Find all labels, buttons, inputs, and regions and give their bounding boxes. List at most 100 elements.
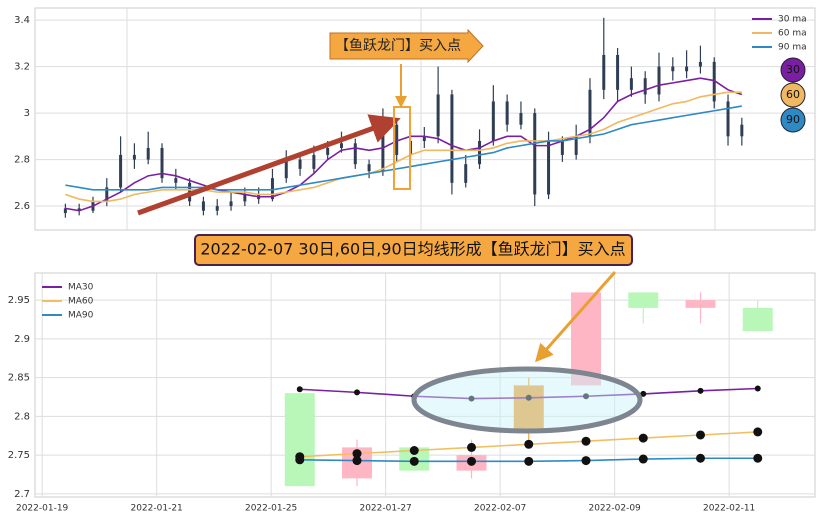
candle-body	[628, 292, 659, 308]
pointer	[535, 271, 617, 363]
plot-frame	[34, 272, 816, 498]
candle-body	[105, 187, 109, 202]
ma-point	[697, 387, 704, 394]
candle-body	[270, 178, 274, 200]
y-tick-label: 2.85	[8, 373, 30, 384]
legend-label: 90 ma	[778, 43, 807, 53]
annotation: 【鱼跃龙门】买入点	[335, 37, 461, 54]
candle-body	[464, 164, 468, 183]
candle-body	[63, 208, 67, 214]
y-tick-label: 3.2	[14, 62, 30, 73]
ma-point	[354, 389, 361, 396]
candle-body	[533, 113, 537, 195]
ma-point	[524, 456, 534, 466]
candle-body	[367, 164, 371, 172]
candle-body	[146, 147, 150, 160]
ma-point	[409, 456, 419, 466]
y-tick-label: 2.9	[14, 334, 30, 345]
candle-body	[560, 140, 564, 155]
ma-point	[295, 455, 305, 465]
plot-frame	[34, 7, 816, 231]
candle-body	[740, 124, 744, 137]
x-tick-label: 2022-02-07	[474, 504, 526, 514]
ma-point	[468, 395, 475, 402]
ma-point	[581, 436, 591, 446]
candle-body	[339, 143, 343, 148]
legend-label: 60 ma	[778, 29, 807, 39]
candle-body	[491, 101, 495, 141]
candle-body	[450, 94, 454, 183]
candle-body	[643, 78, 647, 95]
candle-body	[422, 136, 426, 141]
ma-point	[296, 386, 303, 393]
x-tick-label: 2022-01-21	[130, 504, 182, 514]
ma-point	[638, 433, 648, 443]
candle-body	[698, 61, 702, 67]
badge-label: 30	[786, 63, 800, 76]
ma-point	[638, 454, 648, 464]
candle-body	[726, 101, 730, 137]
candle-body	[174, 178, 178, 183]
candle-body	[671, 66, 675, 72]
badge	[780, 107, 806, 133]
candle-body	[657, 66, 661, 95]
x-tick-label: 2022-02-09	[588, 504, 641, 514]
candle-body	[353, 143, 357, 165]
y-tick-label: 2.95	[8, 295, 30, 306]
candle-body	[547, 140, 551, 195]
x-tick-label: 2022-02-11	[703, 504, 755, 514]
candle-body	[132, 154, 136, 160]
badge-label: 90	[786, 113, 800, 126]
x-tick-label: 2022-01-19	[16, 504, 69, 514]
candle-body	[616, 54, 620, 90]
candle-body	[298, 159, 302, 169]
candle-body	[505, 101, 509, 125]
candle-body	[326, 147, 330, 155]
ma-point	[467, 456, 477, 466]
legend-label: 30 ma	[778, 15, 807, 25]
ma-point	[640, 390, 647, 397]
ma-point	[409, 445, 419, 455]
annotation-box	[329, 28, 484, 64]
candle-body	[574, 136, 578, 155]
candle-body	[513, 385, 544, 432]
candle-body	[160, 147, 164, 179]
candle-body	[478, 140, 482, 165]
ma-point	[696, 453, 706, 463]
ma-point	[583, 393, 590, 400]
ma-point	[753, 427, 763, 437]
y-tick-label: 2.75	[8, 450, 30, 461]
badge	[780, 57, 806, 83]
legend-label: MA30	[68, 283, 94, 293]
y-tick-label: 3	[24, 108, 30, 119]
candle-body	[229, 201, 233, 207]
legend-label: MA60	[68, 297, 94, 307]
candle-body	[77, 208, 81, 211]
ma-point	[696, 430, 706, 440]
x-tick-label: 2022-01-25	[245, 504, 297, 514]
ma-line	[65, 91, 742, 203]
ma-point	[754, 385, 761, 392]
ma-point	[467, 442, 477, 452]
candle-body	[685, 300, 716, 308]
badge-label: 60	[786, 88, 800, 101]
candle-body	[284, 393, 315, 487]
candle-body	[243, 194, 247, 202]
candle-body	[312, 154, 316, 169]
y-tick-label: 2.8	[14, 411, 30, 422]
chart-title: 2022-02-07 30日,60日,90日均线形成【鱼跃龙门】买入点	[200, 240, 625, 259]
ma-line	[65, 105, 742, 191]
y-tick-label: 2.8	[14, 155, 30, 166]
candle-body	[742, 307, 773, 332]
trend-arrow	[137, 114, 401, 216]
candle-body	[712, 61, 716, 102]
badge	[780, 82, 806, 108]
y-tick-label: 2.7	[14, 489, 30, 500]
ma-point	[352, 449, 362, 459]
y-tick-label: 2.6	[14, 201, 30, 212]
candle-body	[602, 54, 606, 90]
legend-label: MA90	[68, 311, 94, 321]
x-tick-label: 2022-01-27	[359, 504, 411, 514]
candle-body	[519, 113, 523, 125]
